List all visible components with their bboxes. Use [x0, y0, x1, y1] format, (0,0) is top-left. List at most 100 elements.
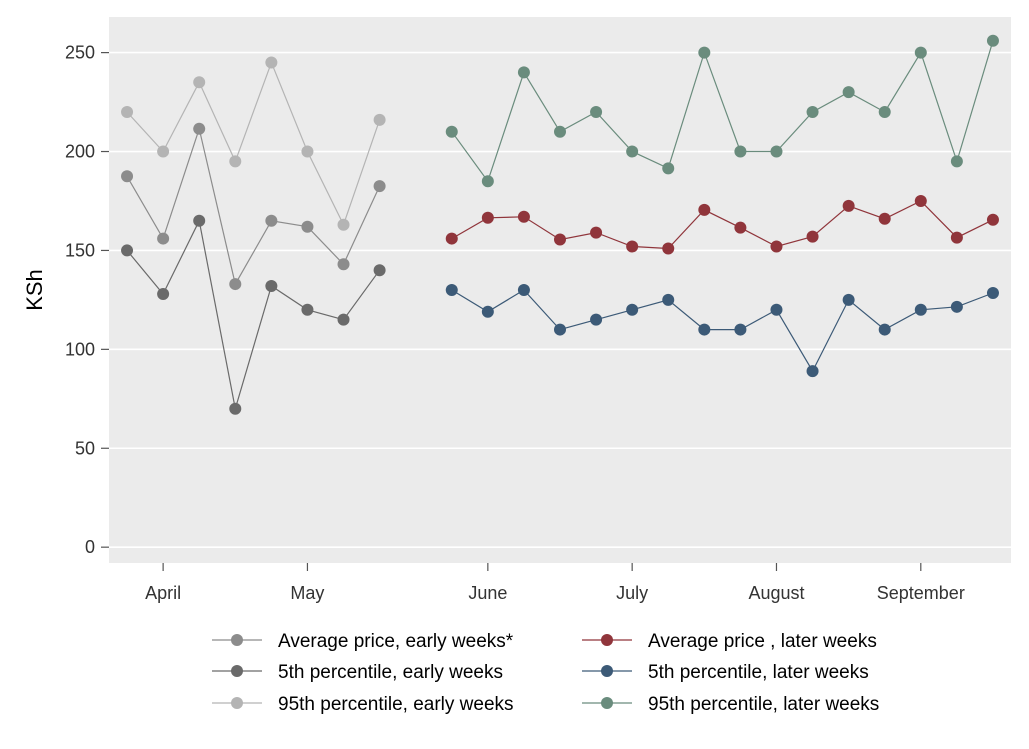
series-5 — [445, 34, 999, 188]
data-point — [265, 214, 278, 227]
legend-marker — [231, 665, 243, 677]
series-3 — [445, 194, 999, 255]
axes: 0 50 100 150 200 250 April May June July August Sep… — [65, 43, 965, 603]
data-point — [229, 402, 242, 415]
data-point — [626, 145, 639, 158]
data-point — [301, 145, 314, 158]
data-point — [517, 284, 530, 296]
legend-label: 5th percentile, later weeks — [648, 662, 869, 683]
data-point — [121, 105, 134, 118]
legend-label: 95th percentile, early weeks — [278, 694, 514, 715]
legend-marker — [231, 634, 243, 646]
series-4 — [445, 284, 999, 378]
legend-marker — [231, 697, 243, 709]
y-tick-label: 200 — [65, 142, 95, 162]
data-point — [914, 303, 927, 316]
data-point — [770, 240, 783, 253]
data-point — [481, 305, 494, 318]
data-point — [698, 203, 711, 216]
data-point — [373, 180, 386, 193]
data-point — [698, 323, 711, 336]
data-point — [590, 105, 603, 118]
data-point — [301, 220, 314, 233]
data-point — [914, 194, 927, 207]
data-point — [517, 66, 530, 79]
series-1 — [121, 214, 386, 415]
data-point — [950, 300, 963, 313]
data-point — [662, 162, 675, 175]
data-point — [229, 155, 242, 168]
data-point — [806, 230, 819, 243]
data-point — [626, 240, 639, 253]
x-tick-label: July — [616, 583, 648, 603]
series-line — [126, 218, 381, 409]
data-point — [193, 122, 206, 135]
legend-item: 5th percentile, early weeks — [212, 662, 503, 683]
legend-label: Average price, early weeks* — [278, 631, 514, 652]
gridlines — [109, 51, 1011, 548]
data-point — [590, 226, 603, 239]
data-point — [914, 46, 927, 59]
data-point — [626, 303, 639, 316]
x-tick-label: June — [468, 583, 507, 603]
data-point — [373, 113, 386, 126]
data-point — [337, 258, 350, 271]
legend-label: 5th percentile, early weeks — [278, 662, 503, 683]
data-point — [734, 145, 747, 158]
data-point — [698, 46, 711, 59]
data-point — [445, 284, 458, 296]
data-point — [265, 280, 278, 293]
legend-marker — [601, 634, 613, 646]
data-point — [229, 278, 242, 291]
y-tick-label: 0 — [85, 537, 95, 557]
data-point — [878, 323, 891, 336]
data-point — [878, 212, 891, 225]
data-point — [878, 105, 891, 118]
data-point — [950, 155, 963, 168]
legend: Average price, early weeks* 5th percentil… — [212, 631, 879, 715]
data-point — [265, 56, 278, 69]
data-point — [445, 232, 458, 245]
y-axis-title: KSh — [22, 269, 47, 311]
y-tick-label: 150 — [65, 240, 95, 260]
data-point — [770, 303, 783, 316]
data-point — [590, 313, 603, 326]
y-tick-label: 250 — [65, 43, 95, 63]
data-point — [842, 86, 855, 99]
legend-item: 5th percentile, later weeks — [582, 662, 869, 683]
data-point — [337, 313, 350, 326]
data-point — [734, 323, 747, 336]
series-line — [451, 200, 994, 250]
data-point — [986, 213, 999, 226]
legend-item: 95th percentile, later weeks — [582, 694, 879, 715]
data-series — [121, 34, 999, 415]
data-point — [445, 125, 458, 138]
legend-item: 95th percentile, early weeks — [212, 694, 514, 715]
legend-item: Average price , later weeks — [582, 631, 877, 652]
data-point — [517, 210, 530, 223]
data-point — [806, 365, 819, 378]
series-line — [126, 126, 381, 286]
series-2 — [121, 56, 386, 231]
data-point — [157, 145, 170, 158]
data-point — [842, 293, 855, 306]
data-point — [662, 293, 675, 306]
data-point — [950, 231, 963, 244]
y-tick-label: 50 — [75, 438, 95, 458]
data-point — [481, 175, 494, 188]
y-tick-label: 100 — [65, 339, 95, 359]
data-point — [121, 170, 134, 183]
data-point — [842, 199, 855, 212]
data-point — [193, 214, 206, 227]
legend-label: 95th percentile, later weeks — [648, 694, 879, 715]
legend-item: Average price, early weeks* — [212, 631, 514, 652]
series-line — [451, 289, 994, 373]
data-point — [734, 221, 747, 234]
x-tick-label: April — [145, 583, 181, 603]
data-point — [770, 145, 783, 158]
data-point — [481, 211, 494, 224]
legend-label: Average price , later weeks — [648, 631, 877, 652]
series-line — [126, 60, 381, 227]
x-tick-label: May — [290, 583, 324, 603]
